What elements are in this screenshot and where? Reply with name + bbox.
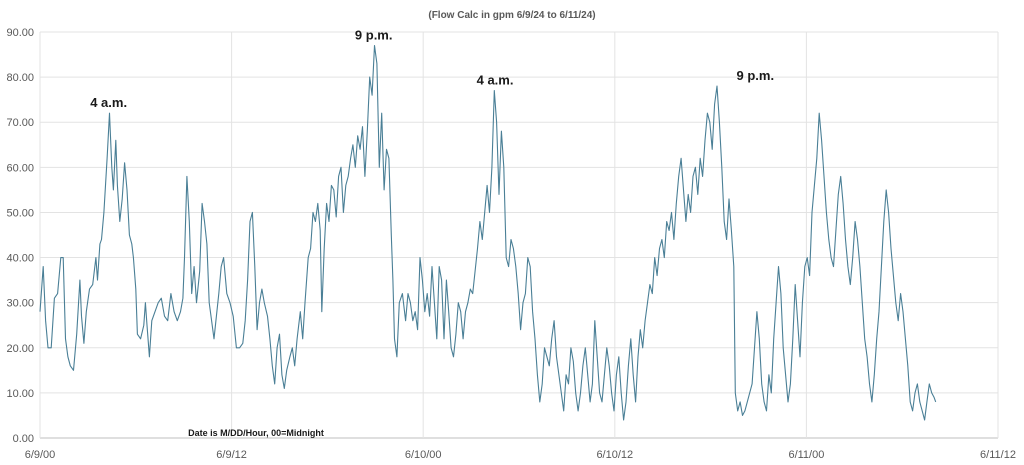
peak-annotation: 9 p.m. bbox=[355, 28, 393, 43]
flow-series-line bbox=[39, 44, 937, 421]
y-tick-label: 70.00 bbox=[6, 117, 34, 129]
peak-annotation: 4 a.m. bbox=[477, 73, 514, 88]
y-tick-label: 40.00 bbox=[6, 253, 34, 265]
y-tick-label: 10.00 bbox=[6, 388, 34, 400]
y-tick-label: 60.00 bbox=[6, 162, 34, 174]
peak-annotation: 9 p.m. bbox=[737, 68, 775, 83]
y-tick-label: 80.00 bbox=[6, 72, 34, 84]
y-tick-label: 0.00 bbox=[13, 433, 34, 445]
chart-title: (Flow Calc in gpm 6/9/24 to 6/11/24) bbox=[428, 10, 595, 21]
date-format-note: Date is M/DD/Hour, 00=Midnight bbox=[188, 428, 324, 438]
x-tick-label: 6/9/00 bbox=[25, 449, 56, 461]
y-tick-label: 20.00 bbox=[6, 343, 34, 355]
axes: 0.00 10.00 20.00 30.00 40.00 50.00 60.00 70.00 8… bbox=[6, 27, 1015, 461]
y-tick-label: 90.00 bbox=[6, 27, 34, 39]
x-tick-label: 6/9/12 bbox=[216, 449, 247, 461]
x-tick-label: 6/10/00 bbox=[405, 449, 442, 461]
y-tick-label: 30.00 bbox=[6, 298, 34, 310]
annotations: 4 a.m. 9 p.m. 4 a.m. 9 p.m. bbox=[90, 28, 774, 111]
y-tick-label: 50.00 bbox=[6, 207, 34, 219]
x-tick-label: 6/11/00 bbox=[788, 449, 824, 461]
x-tick-label: 6/11/12 bbox=[980, 449, 1016, 461]
gridlines bbox=[39, 31, 999, 439]
peak-annotation: 4 a.m. bbox=[90, 95, 127, 110]
x-tick-label: 6/10/12 bbox=[596, 449, 633, 461]
